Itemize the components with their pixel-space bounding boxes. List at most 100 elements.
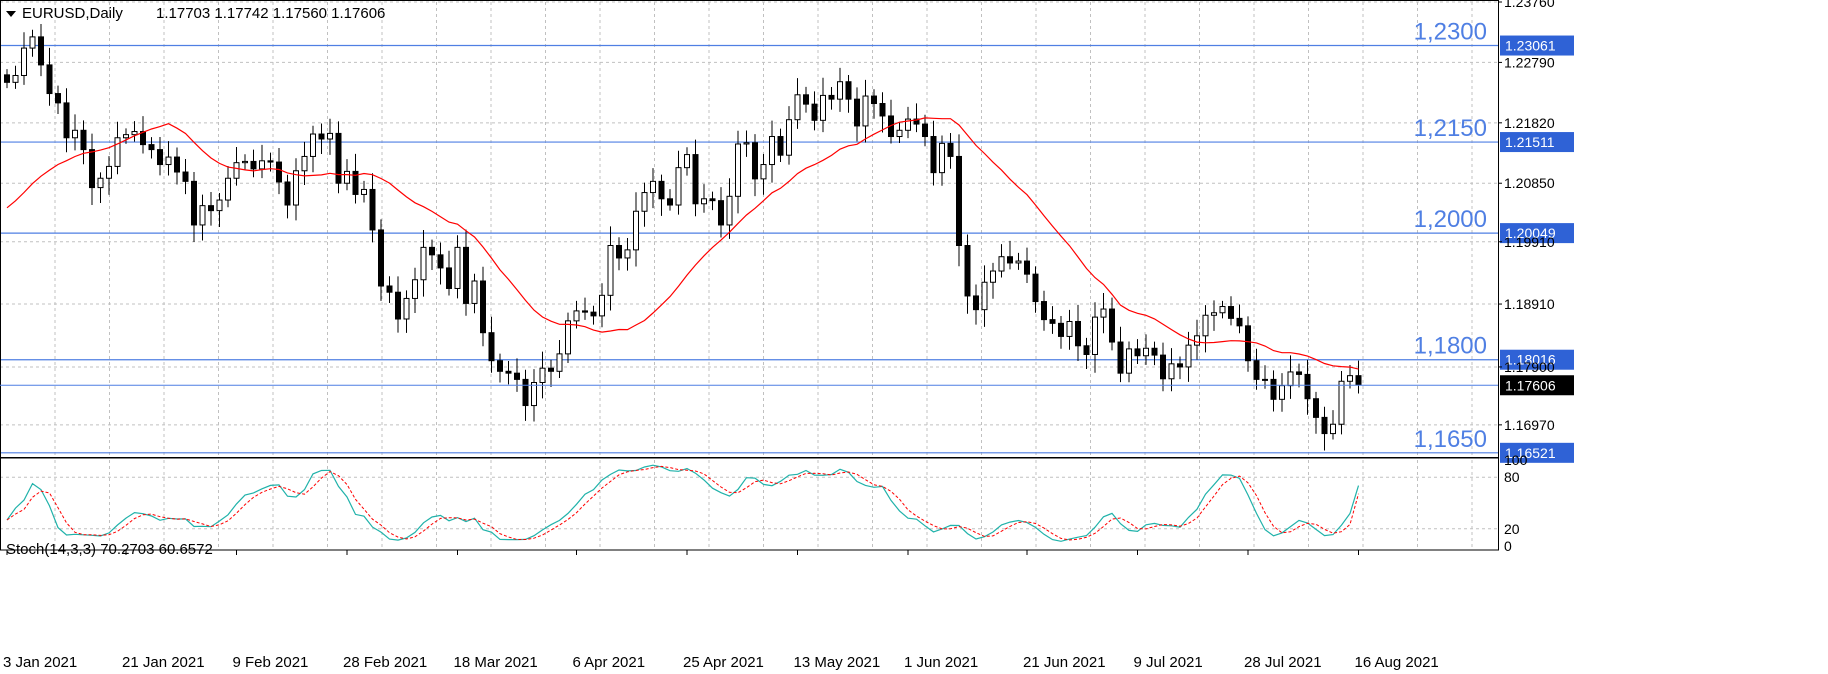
candle-bullish bbox=[998, 256, 1005, 272]
grid bbox=[0, 1, 1498, 550]
candle-bullish bbox=[165, 156, 172, 166]
candle-bullish bbox=[1100, 308, 1107, 318]
candle-bullish bbox=[990, 270, 996, 283]
candle-bearish bbox=[369, 188, 376, 231]
candle-bullish bbox=[29, 36, 36, 49]
candle-bearish bbox=[488, 332, 495, 362]
candle-bearish bbox=[709, 198, 716, 202]
candle-bullish bbox=[1211, 312, 1217, 316]
candle-bullish bbox=[862, 95, 869, 127]
level-big-label: 1,2300 bbox=[1414, 19, 1487, 46]
time-tick-label: 9 Feb 2021 bbox=[233, 654, 309, 671]
symbol-label: EURUSD,Daily bbox=[22, 5, 123, 22]
candle-bullish bbox=[1143, 347, 1149, 357]
candle-bullish bbox=[114, 137, 121, 167]
candle-bearish bbox=[692, 154, 699, 205]
candle-bearish bbox=[497, 360, 503, 372]
time-tick-label: 3 Jan 2021 bbox=[3, 654, 77, 671]
candle-bearish bbox=[174, 156, 180, 173]
price-tick-label: 1.16970 bbox=[1504, 417, 1555, 433]
stoch-tick-label: 100 bbox=[1504, 452, 1528, 468]
candle-bearish bbox=[1304, 373, 1311, 400]
candle-bearish bbox=[1151, 347, 1158, 356]
candle-bearish bbox=[658, 180, 665, 200]
ohlc-readout: 1.17703 1.17742 1.17560 1.17606 bbox=[156, 5, 385, 22]
candle-bearish bbox=[55, 93, 61, 104]
candle-bullish bbox=[820, 94, 826, 121]
candle-bullish bbox=[420, 246, 427, 281]
candle-bullish bbox=[1279, 385, 1285, 400]
candle-bearish bbox=[522, 378, 529, 407]
candle-bullish bbox=[72, 129, 78, 139]
candle-bullish bbox=[531, 382, 537, 407]
candle-bearish bbox=[38, 36, 44, 66]
candle-bullish bbox=[1219, 306, 1226, 314]
candle-bullish bbox=[837, 81, 843, 100]
level-price-tag-label: 1.16521 bbox=[1505, 445, 1556, 461]
candle-bearish bbox=[378, 229, 384, 287]
level-price-tag bbox=[1500, 442, 1574, 463]
candle-bullish bbox=[97, 177, 104, 189]
candle-bearish bbox=[1134, 348, 1141, 357]
candle-bearish bbox=[956, 155, 962, 247]
candle-bearish bbox=[590, 311, 597, 317]
candle-bearish bbox=[480, 280, 486, 334]
level-big-label: 1,2150 bbox=[1414, 115, 1487, 142]
candle-bearish bbox=[335, 132, 342, 184]
candle-bullish bbox=[12, 74, 19, 83]
level-price-tag-label: 1.20049 bbox=[1505, 225, 1556, 241]
candle-bullish bbox=[735, 143, 741, 197]
candle-bearish bbox=[1024, 260, 1030, 275]
candle-bearish bbox=[157, 149, 163, 166]
candles bbox=[4, 23, 1362, 451]
collapse-triangle-icon[interactable] bbox=[6, 11, 16, 17]
current-price-label: 1.17606 bbox=[1505, 377, 1556, 393]
candle-bullish bbox=[242, 160, 248, 164]
candle-bullish bbox=[1015, 260, 1022, 264]
stoch-tick-label: 80 bbox=[1504, 469, 1520, 485]
candle-bullish bbox=[743, 142, 750, 145]
candle-bullish bbox=[471, 280, 478, 304]
candle-bearish bbox=[63, 102, 70, 139]
candle-bearish bbox=[446, 267, 452, 289]
candle-bearish bbox=[1049, 319, 1056, 324]
candle-bullish bbox=[905, 118, 911, 131]
candle-bearish bbox=[463, 246, 469, 304]
level-price-tag bbox=[1500, 35, 1574, 56]
candle-bearish bbox=[1228, 306, 1234, 319]
candle-bullish bbox=[794, 94, 801, 121]
candle-bullish bbox=[1168, 363, 1175, 380]
candle-bearish bbox=[1177, 363, 1183, 368]
time-tick-label: 28 Feb 2021 bbox=[343, 654, 427, 671]
candle-bearish bbox=[922, 123, 928, 138]
level-price-tag bbox=[1500, 349, 1574, 370]
time-tick-label: 25 Apr 2021 bbox=[683, 654, 764, 671]
candle-bullish bbox=[896, 129, 903, 138]
time-tick-label: 16 Aug 2021 bbox=[1355, 654, 1439, 671]
candle-bearish bbox=[250, 160, 257, 170]
candle-bearish bbox=[1117, 341, 1124, 374]
candle-bearish bbox=[1313, 398, 1319, 418]
candle-bearish bbox=[276, 161, 282, 183]
level-price-tag-label: 1.21511 bbox=[1505, 134, 1555, 150]
candle-bullish bbox=[123, 134, 129, 139]
candle-bullish bbox=[1347, 375, 1353, 382]
time-tick-label: 18 Mar 2021 bbox=[454, 654, 538, 671]
price-tick-label: 1.17900 bbox=[1504, 359, 1555, 375]
candle-bullish bbox=[769, 136, 775, 166]
level-big-label: 1,1800 bbox=[1414, 333, 1487, 360]
candle-bearish bbox=[828, 94, 835, 100]
candle-bearish bbox=[191, 180, 197, 226]
candle-bearish bbox=[267, 160, 274, 163]
candle-bullish bbox=[293, 170, 299, 206]
candle-bullish bbox=[573, 310, 580, 322]
candle-bearish bbox=[871, 95, 877, 105]
candle-bearish bbox=[1007, 256, 1013, 264]
candle-bearish bbox=[667, 198, 673, 206]
candle-bearish bbox=[879, 103, 886, 117]
candle-bearish bbox=[548, 367, 554, 372]
candle-bullish bbox=[327, 132, 333, 140]
level-big-label: 1,1650 bbox=[1414, 426, 1487, 453]
